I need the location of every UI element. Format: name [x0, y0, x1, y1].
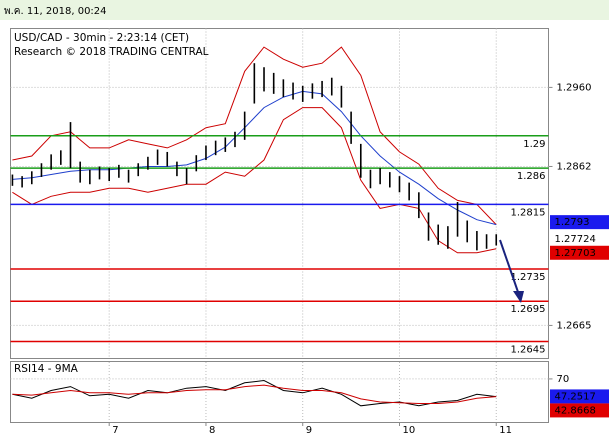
chart-title: USD/CAD - 30min - 2:23:14 (CET) — [14, 32, 189, 44]
chart-subtitle: Research © 2018 TRADING CENTRAL — [14, 46, 209, 58]
level-label: 1.2735 — [511, 272, 546, 283]
y-tick-label: 1.2960 — [557, 82, 592, 93]
top-bar — [0, 0, 609, 20]
x-tick-label: 8 — [209, 425, 215, 436]
price-tag: 42.8668 — [555, 405, 596, 416]
date: พ.ค. 11, 2018, 00:24 — [4, 6, 107, 17]
price-tag: 1.2793 — [555, 217, 590, 228]
price-panel — [10, 28, 549, 359]
level-label: 1.286 — [517, 171, 546, 182]
plot-layer: 1.2960 1.2862 1.2665 70 7 8 9 10 11 1.29 1.286 1.28… — [10, 28, 609, 436]
x-tick-label: 7 — [112, 425, 118, 436]
rsi-panel — [10, 361, 549, 423]
price-tag: 47.2517 — [555, 391, 596, 402]
indicator-line — [12, 46, 497, 225]
level-label: 1.2695 — [511, 304, 546, 315]
level-label: 1.2645 — [511, 345, 546, 356]
rsi-line — [12, 384, 497, 404]
x-tick-label: 9 — [306, 425, 312, 436]
y-tick-label: 1.2862 — [557, 161, 592, 172]
y-tick-label: 1.2665 — [557, 320, 592, 331]
x-tick-label: 11 — [499, 425, 512, 436]
arrow-head — [513, 291, 524, 303]
rsi-line — [12, 379, 497, 407]
level-label: 1.2815 — [511, 207, 546, 218]
arrow-shaft — [499, 239, 519, 293]
indicator-line — [12, 90, 497, 226]
projection-arrow — [499, 239, 524, 303]
price-tag: 1.27724 — [555, 234, 596, 245]
level-label: 1.29 — [523, 139, 545, 150]
y-tick-label: 70 — [557, 374, 570, 385]
indicator-line — [12, 107, 497, 254]
rsi-title: RSI14 - 9MA — [14, 363, 79, 375]
x-tick-label: 10 — [402, 425, 415, 436]
price-tag: 1.27703 — [555, 248, 596, 259]
